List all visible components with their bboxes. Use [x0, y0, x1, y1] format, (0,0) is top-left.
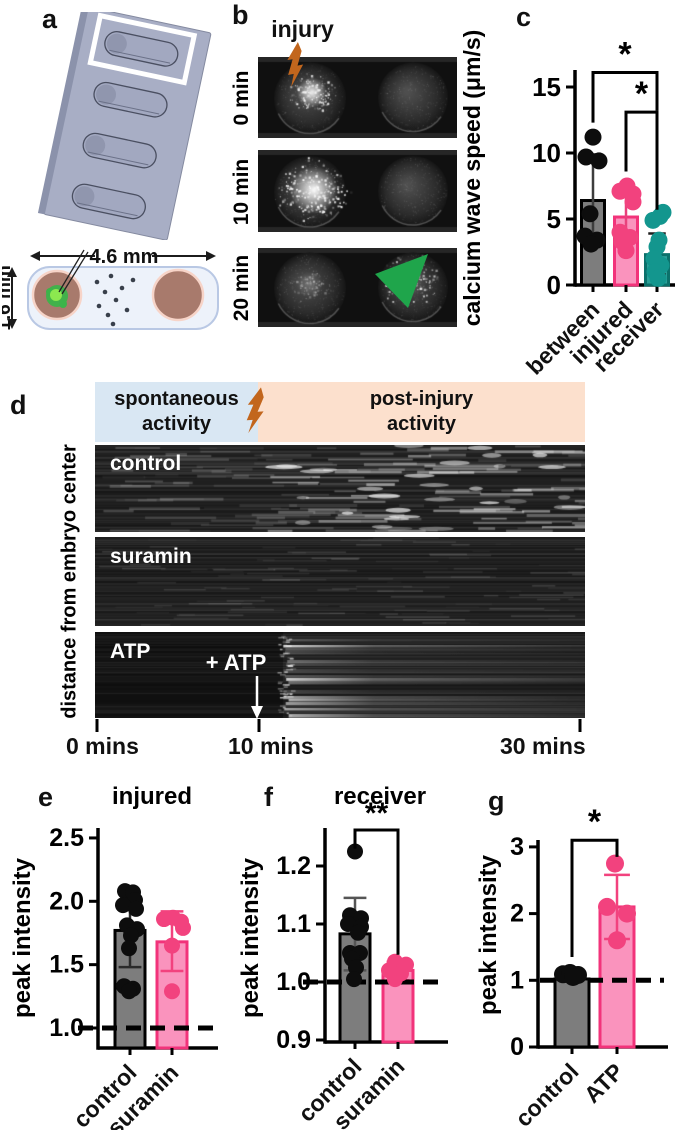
svg-text:3: 3 [510, 833, 524, 861]
height-dimension-label: 1.6 mm [2, 265, 15, 330]
arrowhead-down [7, 319, 17, 329]
svg-text:0: 0 [510, 1033, 524, 1061]
phase-postinjury: post-injury activity [258, 382, 585, 442]
kymo-row-label-suramin: suramin [110, 545, 192, 568]
well-schematic: 4.6 mm 1.6 mm [2, 246, 219, 331]
phase-spontaneous: spontaneous activity [95, 382, 258, 442]
timepoint-label-10min: 10 min [230, 158, 253, 226]
svg-text:injured: injured [112, 783, 192, 810]
svg-text:receiver: receiver [334, 783, 426, 810]
well-highlight-frame [87, 12, 198, 86]
injury-label: injury [271, 16, 334, 42]
width-dimension-label: 4.6 mm [90, 246, 159, 268]
device-slab-edge [37, 12, 89, 215]
svg-text:1.2: 1.2 [276, 852, 311, 880]
micrograph-10min [258, 150, 457, 232]
kymograph-time-axis [95, 719, 582, 732]
well-inner-lines [76, 49, 171, 217]
kymograph-ylabel: distance from embryo center [58, 444, 81, 719]
svg-text:10: 10 [532, 138, 561, 168]
svg-text:1: 1 [510, 966, 524, 994]
svg-text:0.9: 0.9 [276, 1026, 311, 1054]
svg-text:2.5: 2.5 [49, 824, 84, 852]
arrowhead-right [206, 251, 216, 261]
time-tick-10: 10 mins [228, 733, 314, 759]
svg-text:peak intensity: peak intensity [9, 857, 36, 1018]
panel-f-label: f [264, 782, 273, 812]
panel-e-label: e [38, 782, 54, 812]
time-tick-0: 0 mins [66, 733, 139, 759]
svg-text:0: 0 [547, 270, 561, 300]
kymo-row-label-atp: ATP [110, 640, 151, 663]
svg-text:*: * [635, 75, 649, 113]
svg-text:1.5: 1.5 [49, 951, 84, 979]
svg-text:*: * [618, 35, 632, 73]
svg-text:calcium wave speed (μm/s): calcium wave speed (μm/s) [460, 30, 485, 327]
panel-d-label: d [10, 390, 27, 420]
kymograph-suramin [95, 537, 585, 626]
kymograph-atp [95, 632, 585, 718]
injury-bolt-icon [287, 42, 304, 87]
injury-bolt-icon-small [246, 387, 264, 434]
device-cad-drawing [37, 12, 212, 240]
phase-postinjury-line1: post-injury [369, 388, 474, 410]
panel-b-label: b [232, 0, 249, 30]
atp-addition-arrow [251, 676, 263, 719]
atp-addition-label: + ATP [205, 650, 267, 675]
panel-a-label: a [42, 4, 58, 34]
timepoint-label-20min: 20 min [230, 254, 253, 322]
signal-dots [94, 273, 136, 327]
kymo-row-label-control: control [110, 452, 182, 475]
svg-text:15: 15 [532, 72, 561, 102]
receiver-arrowhead [375, 254, 428, 308]
well-depth-shading [74, 33, 127, 207]
micrograph-20min-overlay [375, 254, 428, 308]
svg-text:peak intensity: peak intensity [475, 854, 502, 1015]
phase-spontaneous-line1: spontaneous [114, 388, 239, 410]
phase-spontaneous-line2: activity [142, 413, 211, 435]
svg-text:*: * [588, 803, 602, 841]
svg-text:2: 2 [510, 900, 524, 928]
svg-text:ATP: ATP [579, 1058, 629, 1108]
kymograph-control [95, 445, 585, 532]
svg-text:peak intensity: peak intensity [237, 857, 264, 1018]
svg-text:**: ** [365, 797, 389, 830]
phase-postinjury-line2: activity [387, 413, 456, 435]
arrowhead-left [30, 251, 40, 261]
svg-text:control: control [510, 1058, 584, 1130]
panel-g-label: g [488, 786, 505, 816]
timepoint-label-0min: 0 min [230, 70, 253, 126]
arrowhead-up [7, 267, 17, 277]
receiver-embryo-schematic [151, 268, 205, 322]
svg-text:1.1: 1.1 [276, 910, 311, 938]
time-tick-30: 30 mins [500, 733, 586, 759]
panel-c-label: c [516, 2, 532, 32]
svg-text:2.0: 2.0 [49, 887, 84, 915]
svg-text:5: 5 [547, 204, 561, 234]
